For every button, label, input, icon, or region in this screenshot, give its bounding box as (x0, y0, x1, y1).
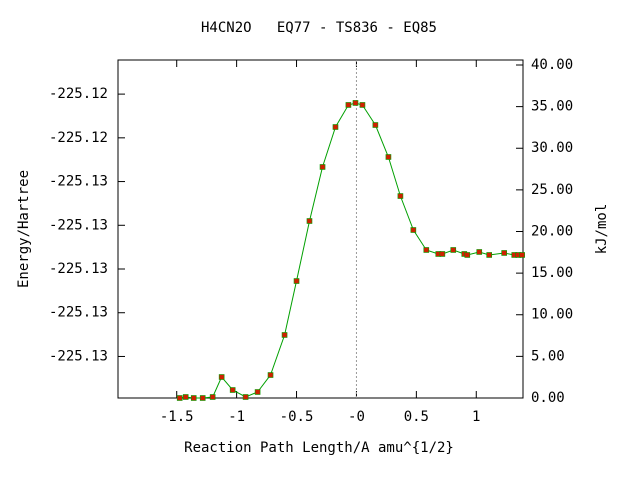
y-axis-label: Energy/Hartree (16, 170, 32, 288)
point (306, 218, 313, 224)
point (319, 164, 326, 170)
x-axis-label: Reaction Path Length/A amu^{1/2} (184, 440, 454, 456)
x-tick-label: -0 (348, 409, 365, 425)
y2-tick-label: 0.00 (531, 390, 565, 406)
y2-tick-label: 5.00 (531, 348, 565, 364)
point (397, 193, 404, 199)
y-tick-label: -225.13 (49, 174, 108, 190)
point (423, 247, 430, 253)
y2-tick-label: 20.00 (531, 223, 573, 239)
point (385, 154, 392, 160)
point (293, 278, 300, 284)
point (190, 395, 197, 401)
point (486, 252, 493, 258)
y2-tick-label: 40.00 (531, 57, 573, 73)
point (218, 374, 225, 380)
x-tick-label: -1.5 (160, 409, 194, 425)
point (439, 251, 446, 257)
point (372, 122, 379, 128)
y-tick-label: -225.13 (49, 261, 108, 277)
point (229, 387, 236, 393)
plot-frame (117, 59, 524, 399)
y-tick-label: -225.13 (49, 305, 108, 321)
x-tick-label: -0.5 (280, 409, 314, 425)
y2-tick-label: 15.00 (531, 265, 573, 281)
point (267, 372, 274, 378)
point (345, 102, 352, 108)
x-tick-label: -1 (228, 409, 245, 425)
y-tick-label: -225.13 (49, 217, 108, 233)
chart-title: H4CN2O EQ77 - TS836 - EQ85 (201, 20, 437, 36)
y2-tick-label: 30.00 (531, 140, 573, 156)
point (242, 394, 249, 400)
y-tick-label: -225.13 (49, 348, 108, 364)
point (352, 100, 359, 106)
y-tick-label: -225.12 (49, 86, 108, 102)
x-tick-label: 1 (472, 409, 480, 425)
point (176, 395, 183, 401)
point (464, 252, 471, 258)
point (359, 102, 366, 108)
point (199, 395, 206, 401)
point (182, 394, 189, 400)
point (519, 252, 525, 258)
x-tick-label: 0.5 (404, 409, 429, 425)
point (450, 247, 457, 253)
y2-tick-label: 25.00 (531, 182, 573, 198)
series-line (179, 102, 523, 399)
point (209, 394, 216, 400)
y-tick-label: -225.12 (49, 130, 108, 146)
point (476, 249, 483, 255)
y2-axis-label: kJ/mol (594, 204, 610, 255)
y2-tick-label: 10.00 (531, 307, 573, 323)
y2-tick-label: 35.00 (531, 99, 573, 115)
point (254, 389, 261, 395)
point (281, 332, 288, 338)
point (332, 124, 339, 130)
point (410, 227, 417, 233)
point (501, 250, 507, 256)
